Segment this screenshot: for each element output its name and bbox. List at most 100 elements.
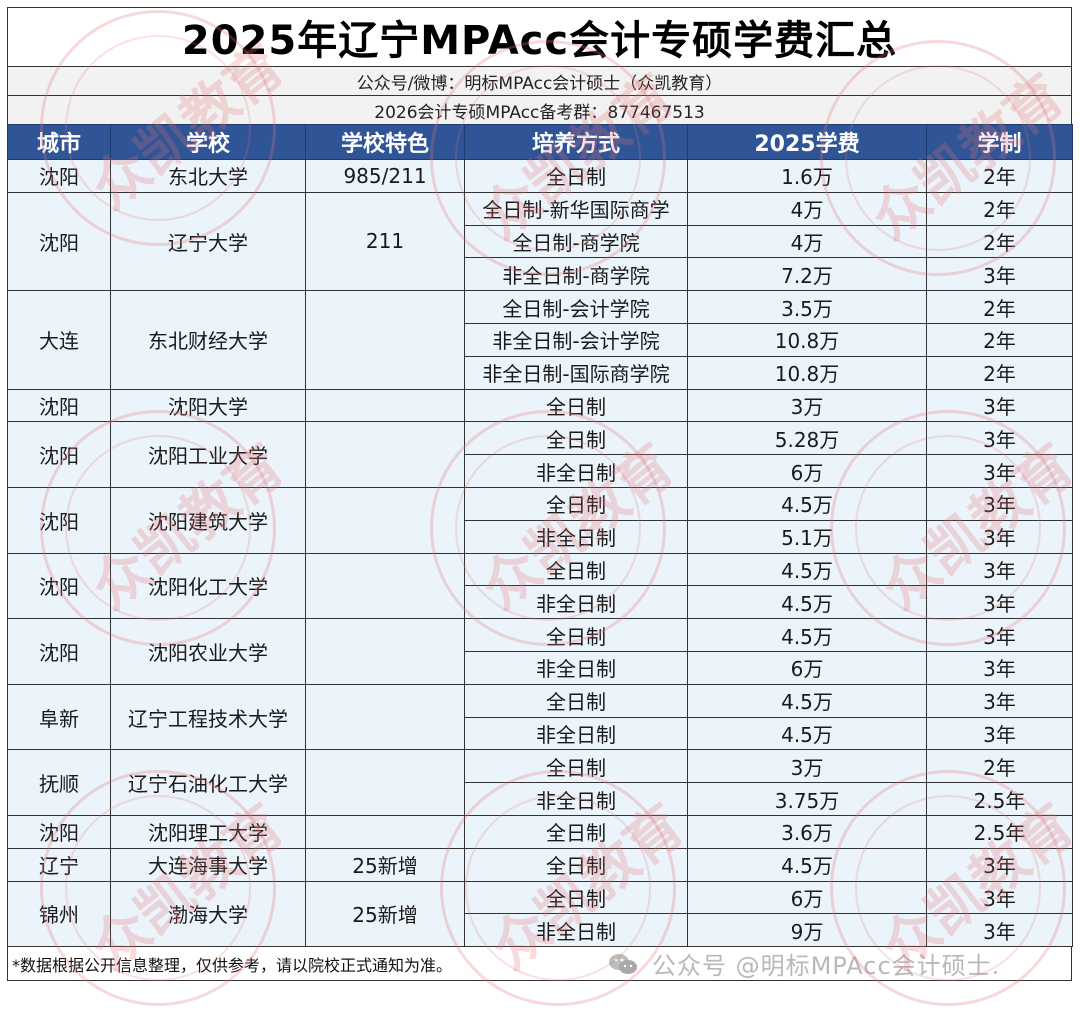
cell-duration: 3年 <box>926 257 1073 292</box>
cell-duration: 2年 <box>926 191 1073 226</box>
cell-city: 沈阳 <box>7 191 111 292</box>
table-row: 沈阳 辽宁大学 211 全日制-新华国际商学 4万 2年 <box>7 191 1073 292</box>
table-row: 非全日制-国际商学院 10.8万 2年 <box>8 355 1073 390</box>
cell-feature: 25新增 <box>305 880 465 948</box>
cell-feature <box>305 749 465 816</box>
table-row: 辽宁 大连海事大学 25新增 全日制 4.5万 3年 <box>7 847 1073 882</box>
footnote-text: *数据根据公开信息整理，仅供参考，请以院校正式通知为准。 <box>12 955 453 975</box>
cell-duration: 3年 <box>926 683 1073 718</box>
cell-fee: 1.6万 <box>687 159 927 193</box>
table-body: 沈阳 东北大学 985/211 全日制 1.6万 2年 沈阳 辽宁大学 211 全日制-新华国际商… <box>7 159 1073 948</box>
cell-duration: 2年 <box>926 159 1073 193</box>
cell-mode: 全日制 <box>464 486 688 521</box>
header-school: 学校 <box>110 124 306 160</box>
subtitle-group: 2026会计专硕MPAcc备考群：877467513 <box>7 95 1072 124</box>
cell-city: 阜新 <box>7 683 111 751</box>
cell-fee: 5.1万 <box>687 519 927 554</box>
cell-school: 沈阳大学 <box>110 388 306 423</box>
fee-summary-sheet: 2025年辽宁MPAcc会计专硕学费汇总 公众号/微博：明标MPAcc会计硕士（… <box>7 7 1073 982</box>
cell-city: 沈阳 <box>7 159 111 193</box>
cell-school: 大连海事大学 <box>110 847 306 882</box>
cell-duration: 3年 <box>926 913 1073 948</box>
footnote-row: *数据根据公开信息整理，仅供参考，请以院校正式通知为准。 公众号 @明标MPAc… <box>7 947 1072 982</box>
cell-mode: 全日制 <box>464 749 688 784</box>
table-row: 沈阳 东北大学 985/211 全日制 1.6万 2年 <box>7 159 1073 193</box>
cell-fee: 6万 <box>687 650 927 685</box>
cell-school: 东北大学 <box>110 159 306 193</box>
header-mode: 培养方式 <box>464 124 688 160</box>
cell-mode: 非全日制-商学院 <box>464 257 688 292</box>
table-row: 沈阳 沈阳理工大学 全日制 3.6万 2.5年 <box>7 814 1073 849</box>
cell-mode: 全日制-商学院 <box>464 224 688 259</box>
cell-feature <box>305 486 465 554</box>
cell-fee: 3万 <box>687 749 927 784</box>
cell-city: 沈阳 <box>7 814 111 849</box>
cell-mode: 非全日制-国际商学院 <box>464 355 688 390</box>
cell-fee: 4.5万 <box>687 683 927 718</box>
table-row: 沈阳 沈阳建筑大学 全日制 4.5万 3年 <box>7 486 1073 554</box>
cell-mode: 全日制 <box>464 814 688 849</box>
cell-duration: 3年 <box>926 618 1073 652</box>
table-row: 阜新 辽宁工程技术大学 全日制 4.5万 3年 <box>7 683 1073 751</box>
table-row: 非全日制-商学院 7.2万 3年 <box>8 257 1073 292</box>
cell-mode: 非全日制 <box>464 519 688 554</box>
cell-duration: 3年 <box>926 880 1073 915</box>
cell-school: 沈阳工业大学 <box>110 421 306 488</box>
cell-mode: 全日制 <box>464 388 688 423</box>
cell-feature: 985/211 <box>305 159 465 193</box>
cell-fee: 9万 <box>687 913 927 948</box>
table-row: 抚顺 辽宁石油化工大学 全日制 3万 2年 <box>7 749 1073 816</box>
header-feature: 学校特色 <box>305 124 465 160</box>
cell-school: 辽宁工程技术大学 <box>110 683 306 751</box>
cell-feature: 211 <box>305 191 465 292</box>
table-row: 非全日制 4.5万 3年 <box>8 585 1073 620</box>
page-title: 2025年辽宁MPAcc会计专硕学费汇总 <box>7 7 1072 66</box>
cell-fee: 5.28万 <box>687 421 927 456</box>
table-row: 沈阳 沈阳农业大学 全日制 4.5万 3年 <box>7 618 1073 685</box>
cell-school: 沈阳农业大学 <box>110 618 306 685</box>
cell-city: 辽宁 <box>7 847 111 882</box>
cell-mode: 全日制 <box>464 421 688 456</box>
cell-duration: 3年 <box>926 486 1073 521</box>
table-row: 沈阳 沈阳化工大学 全日制 4.5万 3年 <box>7 552 1073 620</box>
cell-duration: 2年 <box>926 224 1073 259</box>
cell-fee: 4万 <box>687 191 927 226</box>
table-header-row: 城市 学校 学校特色 培养方式 2025学费 学制 <box>7 124 1073 160</box>
cell-mode: 全日制 <box>464 847 688 882</box>
cell-city: 沈阳 <box>7 421 111 488</box>
cell-fee: 10.8万 <box>687 322 927 357</box>
cell-duration: 2年 <box>926 290 1073 324</box>
cell-fee: 10.8万 <box>687 355 927 390</box>
cell-mode: 非全日制 <box>464 716 688 751</box>
cell-mode: 非全日制 <box>464 650 688 685</box>
platform-watermark-text: 公众号 @明标MPAcc会计硕士. <box>652 952 1001 981</box>
platform-watermark: 公众号 @明标MPAcc会计硕士. <box>608 947 1000 980</box>
cell-duration: 3年 <box>926 716 1073 751</box>
table-row: 大连 东北财经大学 全日制-会计学院 3.5万 2年 <box>7 290 1073 390</box>
cell-duration: 3年 <box>926 847 1073 882</box>
cell-duration: 3年 <box>926 552 1073 587</box>
cell-school: 辽宁石油化工大学 <box>110 749 306 816</box>
cell-school: 沈阳化工大学 <box>110 552 306 620</box>
cell-feature <box>305 552 465 620</box>
cell-mode: 非全日制 <box>464 454 688 488</box>
cell-fee: 3.6万 <box>687 814 927 849</box>
cell-duration: 3年 <box>926 388 1073 423</box>
cell-city: 沈阳 <box>7 388 111 423</box>
cell-city: 沈阳 <box>7 486 111 554</box>
header-duration: 学制 <box>926 124 1073 160</box>
table-row: 全日制-商学院 4万 2年 <box>8 224 1073 259</box>
cell-fee: 4.5万 <box>687 552 927 587</box>
cell-fee: 4.5万 <box>687 716 927 751</box>
cell-feature <box>305 814 465 849</box>
table-row: 非全日制 4.5万 3年 <box>8 716 1073 751</box>
cell-fee: 6万 <box>687 880 927 915</box>
cell-city: 大连 <box>7 290 111 390</box>
cell-duration: 3年 <box>926 421 1073 456</box>
cell-fee: 4.5万 <box>687 618 927 652</box>
cell-duration: 2年 <box>926 749 1073 784</box>
fee-table: 城市 学校 学校特色 培养方式 2025学费 学制 沈阳 东北大学 985/211 全… <box>7 124 1073 948</box>
subtitle-account: 公众号/微博：明标MPAcc会计硕士（众凯教育） <box>7 66 1072 95</box>
cell-feature <box>305 290 465 390</box>
cell-fee: 3万 <box>687 388 927 423</box>
